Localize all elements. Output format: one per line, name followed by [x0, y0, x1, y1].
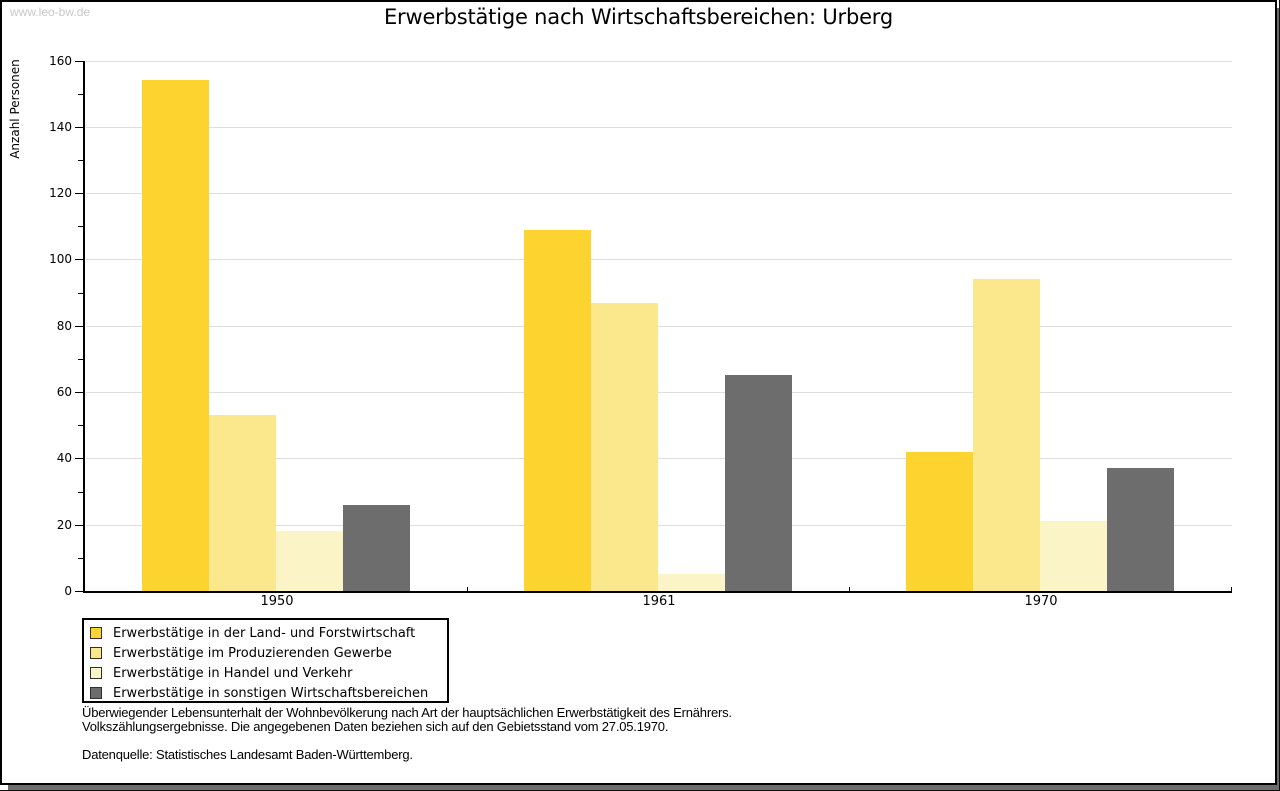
y-tick-label: 40	[56, 451, 72, 466]
gridline	[86, 458, 1232, 460]
y-axis-tick	[75, 193, 83, 195]
gridline	[86, 126, 1232, 128]
watermark: www.leo-bw.de	[10, 5, 91, 19]
data-source: Datenquelle: Statistisches Landesamt Bad…	[82, 747, 413, 762]
gridline	[86, 524, 1232, 526]
x-category-label: 1950	[260, 594, 294, 609]
y-tick-label: 60	[56, 385, 72, 400]
y-tick-label: 100	[49, 252, 72, 267]
x-axis-tick	[849, 587, 850, 593]
bar-1950-3	[276, 531, 343, 593]
y-axis-minor-tick	[78, 226, 83, 228]
legend-label: Erwerbstätige in der Land- und Forstwirt…	[113, 625, 416, 641]
y-tick-label: 160	[49, 53, 72, 68]
bar-1970-1	[906, 451, 973, 593]
bar-1970-4	[1107, 468, 1174, 593]
y-axis-minor-tick	[78, 491, 83, 493]
bar-1961-4	[725, 375, 792, 593]
bar-1970-2	[973, 279, 1040, 593]
y-axis-minor-tick	[78, 159, 83, 161]
gridline	[86, 193, 1232, 195]
legend-item: Erwerbstätige im Produzierenden Gewerbe	[90, 643, 447, 663]
y-axis-tick	[75, 458, 83, 460]
x-axis-line	[83, 591, 1232, 593]
y-tick-label: 120	[49, 186, 72, 201]
gridline	[86, 60, 1232, 62]
y-tick-label: 140	[49, 119, 72, 134]
y-axis-tick	[75, 60, 83, 62]
bar-1950-2	[209, 415, 276, 593]
y-axis-minor-tick	[78, 557, 83, 559]
gridline	[86, 259, 1232, 261]
gridline	[86, 392, 1232, 394]
y-axis-tick	[75, 259, 83, 261]
y-tick-label: 80	[56, 318, 72, 333]
legend-swatch	[90, 627, 102, 639]
bar-1950-1	[142, 80, 209, 593]
y-axis-tick	[75, 524, 83, 526]
x-axis-tick	[1231, 587, 1232, 593]
legend-label: Erwerbstätige in Handel und Verkehr	[113, 665, 353, 681]
y-axis-tick	[75, 325, 83, 327]
chart-title: Erwerbstätige nach Wirtschaftsbereichen:…	[383, 5, 894, 29]
y-axis-minor-tick	[78, 93, 83, 95]
footnote-line1: Überwiegender Lebensunterhalt der Wohnbe…	[82, 705, 732, 720]
legend-swatch	[90, 647, 102, 659]
bar-1961-1	[524, 229, 591, 593]
y-axis-tick	[75, 392, 83, 394]
legend-items: Erwerbstätige in der Land- und Forstwirt…	[90, 623, 447, 703]
y-tick-label: 0	[64, 584, 72, 598]
y-axis-tick	[75, 591, 83, 592]
bar-1961-2	[591, 302, 658, 593]
legend-swatch	[90, 667, 102, 679]
footnote-line2: Volkszählungsergebnisse. Die angegebenen…	[82, 719, 669, 734]
bar-1970-3	[1040, 521, 1107, 593]
gridline	[86, 325, 1232, 327]
bar-1950-4	[343, 504, 410, 593]
legend-label: Erwerbstätige im Produzierenden Gewerbe	[113, 645, 392, 661]
bar-1961-3	[658, 574, 725, 593]
legend: Erwerbstätige in der Land- und Forstwirt…	[82, 618, 449, 703]
y-axis-tick	[75, 126, 83, 128]
y-axis-minor-tick	[78, 425, 83, 427]
x-category-label: 1970	[1024, 594, 1058, 609]
y-axis-line	[83, 60, 85, 593]
x-category-label: 1961	[642, 594, 676, 609]
legend-item: Erwerbstätige in der Land- und Forstwirt…	[90, 623, 447, 643]
legend-item: Erwerbstätige in sonstigen Wirtschaftsbe…	[90, 683, 447, 703]
y-axis-minor-tick	[78, 358, 83, 360]
y-tick-label: 20	[56, 517, 72, 532]
legend-item: Erwerbstätige in Handel und Verkehr	[90, 663, 447, 683]
legend-label: Erwerbstätige in sonstigen Wirtschaftsbe…	[113, 685, 429, 701]
x-axis-tick	[467, 587, 468, 593]
legend-swatch	[90, 687, 102, 699]
y-axis-minor-tick	[78, 292, 83, 294]
